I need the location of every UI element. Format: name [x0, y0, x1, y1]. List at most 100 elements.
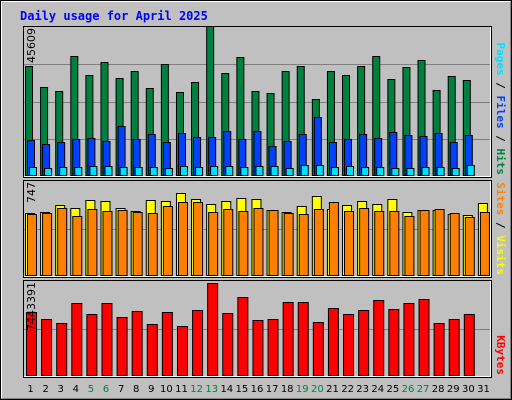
x-tick-label-day-26: 26 [402, 384, 415, 395]
pages-bar [195, 167, 204, 176]
pages-bar [149, 167, 158, 176]
kbytes-bar [56, 323, 68, 376]
x-tick-label-day-27: 27 [417, 384, 430, 395]
legend-sites-label: Sites [494, 182, 507, 215]
legend-separator: / [494, 76, 507, 96]
sites-bar [72, 216, 83, 276]
sites-bar [223, 209, 234, 276]
sites-bar [208, 212, 219, 276]
pages-bar [210, 166, 219, 176]
pages-bar [330, 167, 339, 176]
legend-visits-sites: Sites / Visits [494, 182, 507, 275]
sites-bar [449, 213, 460, 276]
x-tick-label-day-21: 21 [326, 384, 339, 395]
pages-bar [119, 167, 128, 176]
x-tick-label-day-8: 8 [133, 384, 139, 395]
sites-bar [268, 210, 279, 276]
legend-separator: / [494, 129, 507, 149]
x-tick-label-day-12: 12 [190, 384, 203, 395]
sites-bar [328, 202, 339, 276]
x-tick-label-day-31: 31 [477, 384, 490, 395]
pages-bar [164, 168, 173, 176]
pages-bar [240, 167, 249, 176]
legend-hits-files-pages: Pages / Files / Hits [494, 43, 507, 176]
sites-bar [162, 206, 173, 276]
sites-bar [283, 213, 294, 276]
pages-bar [315, 165, 324, 176]
sites-bar [238, 211, 249, 276]
kbytes-bar [327, 308, 339, 376]
pages-bar [376, 167, 385, 176]
pages-bar [421, 167, 430, 176]
sites-bar [132, 212, 143, 276]
sites-bar [344, 211, 355, 276]
legend-separator: / [494, 215, 507, 235]
sites-bar [147, 213, 158, 276]
pages-bar [391, 168, 400, 176]
pages-bar [255, 166, 264, 176]
pages-bar [346, 166, 355, 176]
legend-visits-label: Visits [494, 235, 507, 275]
pages-bar [285, 168, 294, 176]
x-tick-label-day-11: 11 [175, 384, 188, 395]
kbytes-bar [448, 319, 460, 376]
kbytes-bar [176, 326, 188, 376]
kbytes-bar [131, 311, 143, 376]
kbytes-bar [101, 303, 113, 376]
sites-bar [374, 211, 385, 276]
x-tick-label-day-2: 2 [42, 384, 48, 395]
legend-pages-label: Pages [494, 43, 507, 76]
pages-bar [361, 167, 370, 176]
x-tick-label-day-15: 15 [236, 384, 249, 395]
sites-bar [313, 209, 324, 276]
kbytes-bar [116, 317, 128, 376]
kbytes-bar [297, 302, 309, 376]
x-tick-label-day-28: 28 [432, 384, 445, 395]
kbytes-bar [237, 297, 249, 376]
kbytes-bar [207, 283, 219, 376]
pages-bar [225, 166, 234, 176]
pages-bar [406, 168, 415, 176]
pages-bar [44, 168, 53, 176]
sites-bar [359, 208, 370, 276]
panel-2-ymax-label: 747 [25, 182, 38, 203]
kbytes-bar [267, 319, 279, 376]
sites-bar [464, 217, 475, 276]
legend-files-label: Files [494, 96, 507, 129]
pages-bar [29, 167, 37, 176]
sites-bar [419, 210, 430, 276]
pages-bar [104, 166, 113, 176]
sites-bar [57, 208, 68, 276]
panel-1-ymax-label: 45609 [25, 28, 38, 63]
legend-hits-label: Hits [494, 149, 507, 176]
x-tick-label-day-10: 10 [160, 384, 173, 395]
x-tick-label-day-5: 5 [88, 384, 94, 395]
pages-bar [89, 166, 98, 176]
x-tick-label-day-19: 19 [296, 384, 309, 395]
x-tick-label-day-3: 3 [58, 384, 64, 395]
sites-bar [298, 214, 309, 276]
x-tick-label-day-30: 30 [462, 384, 475, 395]
pages-bar [436, 167, 445, 176]
pages-bar [466, 165, 475, 176]
kbytes-bar [433, 323, 445, 376]
kbytes-bar [41, 319, 53, 376]
sites-bar [87, 209, 98, 276]
x-tick-label-day-6: 6 [103, 384, 109, 395]
x-tick-label-day-17: 17 [266, 384, 279, 395]
kbytes-bar [312, 322, 324, 376]
kbytes-bar [252, 320, 264, 376]
kbytes-bar [463, 314, 475, 376]
x-tick-label-day-9: 9 [148, 384, 154, 395]
kbytes-bar [418, 299, 430, 376]
sites-bar [42, 213, 53, 276]
kbytes-bar [146, 324, 158, 376]
kbytes-bar [373, 300, 385, 376]
kbytes-bar [388, 309, 400, 376]
pages-bar [451, 168, 460, 176]
x-tick-label-day-23: 23 [356, 384, 369, 395]
pages-bar [59, 167, 68, 176]
pages-bar [270, 166, 279, 176]
pages-bar [300, 165, 309, 176]
